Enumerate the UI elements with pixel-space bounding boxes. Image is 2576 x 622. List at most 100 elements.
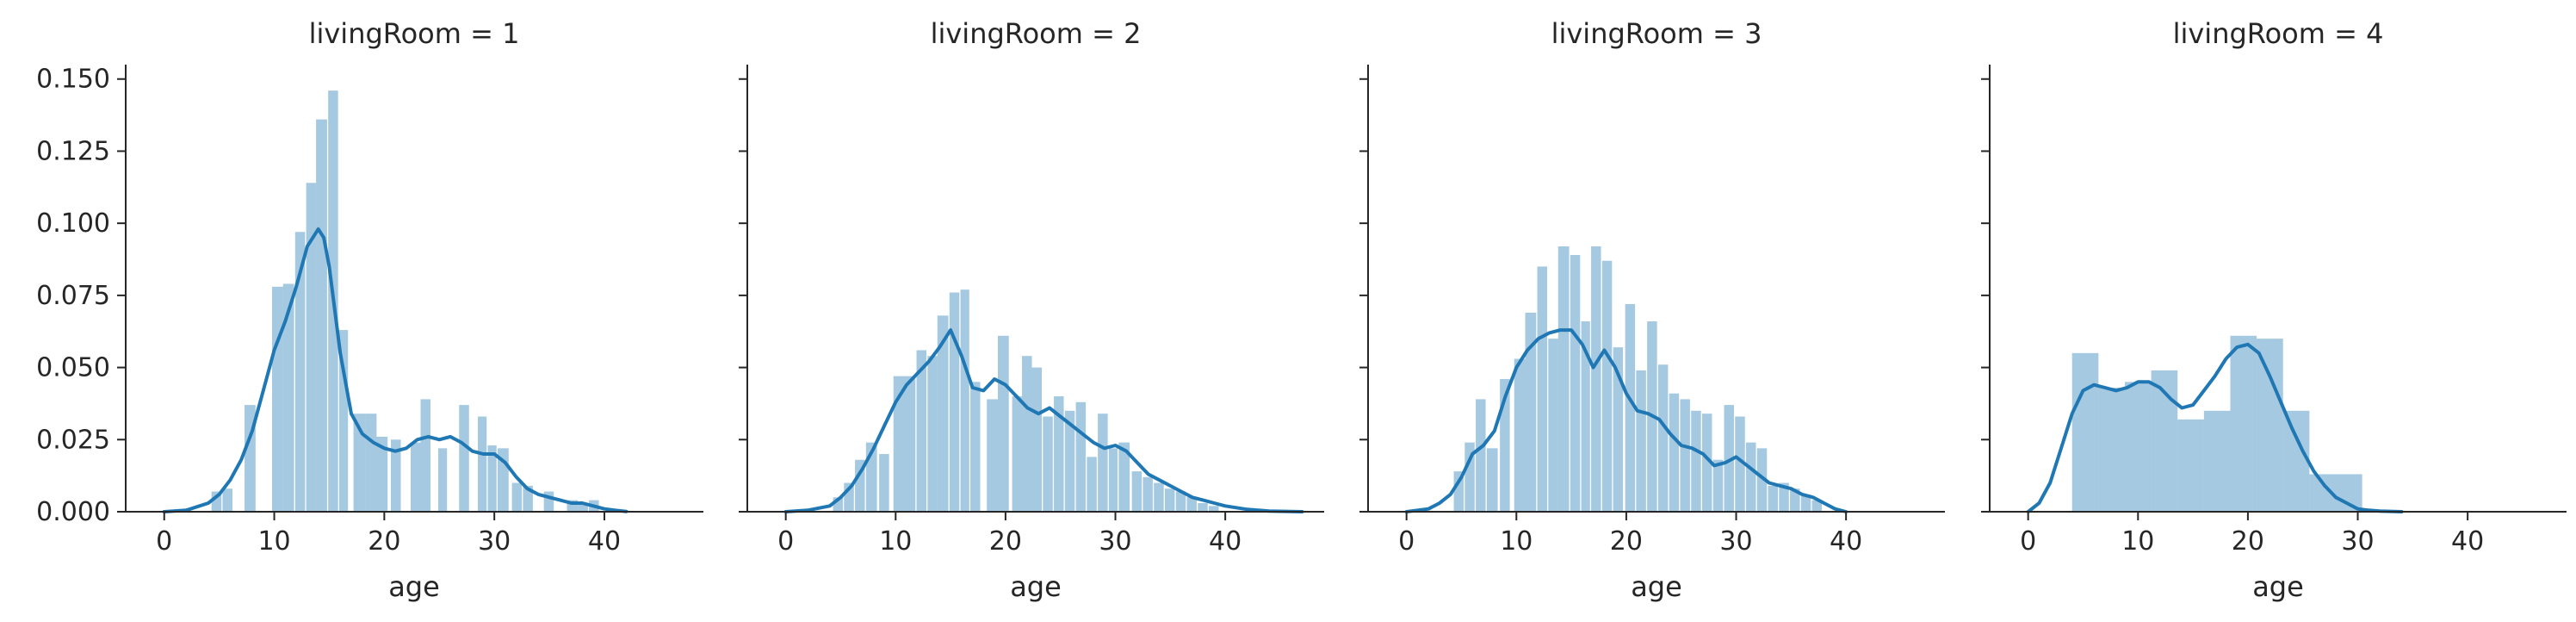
x-tick-label: 40 — [1830, 526, 1862, 557]
histogram-bar — [487, 445, 497, 512]
y-tick-label: 0.000 — [36, 497, 110, 527]
histogram-bar — [511, 482, 523, 512]
histogram-bar — [855, 459, 865, 512]
histogram-bar — [1779, 482, 1789, 512]
x-axis-label: age — [2252, 570, 2304, 603]
histogram-bar — [1657, 364, 1669, 512]
histogram-bar — [437, 448, 448, 512]
histogram-bar — [1768, 485, 1779, 512]
histogram-bar — [1154, 482, 1164, 512]
histogram-bar — [353, 414, 366, 512]
histogram-bar — [1500, 378, 1510, 512]
kde-line — [2026, 342, 2404, 513]
x-tick-label: 0 — [1398, 526, 1415, 557]
histogram-bar — [543, 491, 554, 512]
histogram-bar — [960, 289, 969, 512]
histogram-bar — [970, 382, 981, 512]
histogram-bar — [338, 330, 349, 512]
histogram-bar — [477, 416, 487, 512]
x-tick-label: 20 — [1610, 526, 1643, 557]
histogram-bar — [459, 405, 469, 512]
histogram-bar — [282, 283, 294, 512]
histogram-bar — [376, 436, 388, 512]
histogram-bar — [893, 376, 905, 512]
histogram-bar — [1164, 488, 1175, 512]
x-tick-label: 40 — [2451, 526, 2484, 557]
histogram-bar — [1591, 246, 1601, 512]
y-tick-label: 0.100 — [36, 208, 110, 239]
histogram-bar — [1557, 246, 1570, 512]
histogram-bar — [2098, 388, 2125, 512]
histogram-bar — [1514, 358, 1526, 512]
x-tick-label: 10 — [2121, 526, 2154, 557]
histogram-bar — [927, 356, 938, 512]
histogram-bar — [2071, 352, 2099, 512]
histogram-bar — [2282, 410, 2310, 512]
x-tick-label: 0 — [2020, 526, 2036, 557]
histogram-bar — [1548, 339, 1558, 512]
histogram-bar — [1131, 471, 1142, 512]
histogram-bar — [2203, 410, 2231, 512]
histogram-bar — [1570, 254, 1581, 512]
y-tick-label: 0.025 — [36, 425, 110, 455]
histogram-bar — [2230, 335, 2257, 512]
histogram-bar — [879, 454, 889, 512]
histogram-bar — [1756, 448, 1768, 512]
histogram-bar — [1625, 303, 1636, 512]
histogram-bar — [937, 315, 949, 512]
panel-livingroom-4: livingRoom = 4 age 0 10 20 30 40 — [1981, 17, 2567, 603]
y-tick-label: 0.150 — [36, 65, 110, 95]
panel-title: livingRoom = 1 — [309, 17, 520, 50]
histogram-bar — [1601, 260, 1613, 512]
histogram-bar — [1186, 497, 1197, 512]
histogram-bar — [1054, 396, 1064, 512]
x-tick-label: 20 — [368, 526, 400, 557]
histogram-bar — [1537, 266, 1548, 512]
histogram-bar — [1175, 491, 1186, 512]
histogram-bar — [916, 350, 927, 512]
histogram-bar — [1209, 506, 1219, 512]
x-tick-label: 0 — [777, 526, 794, 557]
histogram-bar — [1453, 471, 1464, 512]
histogram-bar — [1098, 414, 1108, 512]
x-tick-label: 30 — [2341, 526, 2374, 557]
panel-title: livingRoom = 2 — [931, 17, 1142, 50]
x-tick-label: 10 — [1500, 526, 1533, 557]
x-tick-label: 20 — [2232, 526, 2264, 557]
histogram-bar — [1735, 416, 1745, 512]
histogram-bar — [1691, 410, 1701, 512]
histogram-bar — [949, 292, 960, 512]
histogram-bar — [1476, 399, 1486, 512]
kde-line — [1404, 328, 1848, 513]
x-tick-label: 30 — [1719, 526, 1752, 557]
histogram-bar — [1031, 367, 1043, 512]
histogram-bar — [2257, 339, 2283, 512]
histogram-bar — [1680, 399, 1690, 512]
histogram-bar — [1800, 494, 1811, 512]
histogram-bar — [1746, 442, 1756, 512]
histogram-bar — [1581, 321, 1590, 512]
histogram-bar — [1075, 401, 1087, 512]
panel-livingroom-1: livingRoom = 1 age 0.000 0.025 0.050 0.075 0… — [36, 17, 703, 603]
histogram-bar — [1198, 502, 1208, 512]
y-tick-label: 0.125 — [36, 136, 110, 166]
histogram-bar — [420, 399, 431, 512]
histogram-bar — [1669, 393, 1680, 512]
histogram-bar — [1724, 405, 1734, 512]
histogram-bar — [365, 414, 377, 512]
x-tick-label: 0 — [156, 526, 172, 557]
panel-livingroom-2: livingRoom = 2 age 0 10 20 30 40 — [739, 17, 1324, 603]
histogram-bar — [904, 376, 916, 512]
histogram-bar — [222, 488, 232, 512]
kde-line — [783, 328, 1304, 513]
histogram-bar — [1118, 442, 1130, 512]
histogram-bar — [1790, 488, 1800, 512]
histogram-bar — [1012, 396, 1023, 512]
histogram-bar — [997, 335, 1009, 512]
histogram-bar — [1636, 370, 1646, 512]
histogram-bar — [306, 183, 317, 512]
histogram-bar — [1712, 459, 1724, 512]
histogram-bar — [1525, 312, 1537, 512]
histogram-bar — [1464, 442, 1475, 512]
